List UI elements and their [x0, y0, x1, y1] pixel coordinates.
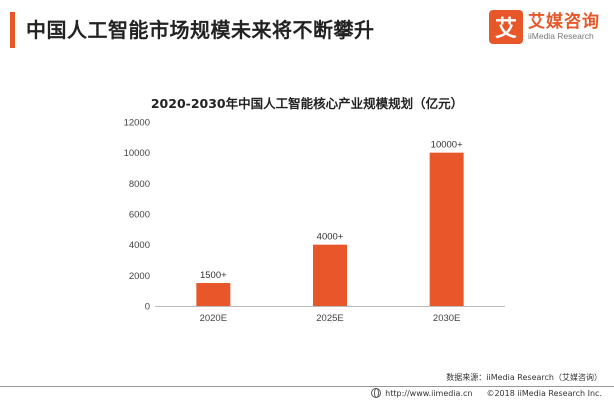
bar-2030E [429, 152, 464, 306]
y-tick-label: 2000 [129, 271, 150, 282]
chart-title: 2020-2030年中国人工智能核心产业规模规划（亿元） [150, 96, 464, 111]
globe-icon [371, 388, 382, 398]
logo-subtitle: iiMedia Research [528, 30, 594, 41]
footer-copyright: ©2018 iiMedia Research Inc. [486, 388, 602, 398]
bar-2025E [313, 244, 347, 306]
data-label: 4000+ [317, 232, 344, 243]
data-label: 1500+ [200, 270, 227, 281]
y-tick-label: 12000 [124, 118, 150, 129]
footer: http://www.iimedia.cn ©2018 iiMedia Rese… [371, 388, 602, 398]
logo-mark-icon: 艾 [489, 10, 523, 44]
y-tick-label: 4000 [129, 240, 150, 251]
y-tick-label: 0 [145, 302, 150, 313]
page-title: 中国人工智能市场规模未来将不断攀升 [26, 18, 375, 42]
logo-name: 艾媒咨询 [528, 11, 600, 32]
y-tick-label: 10000 [124, 148, 150, 159]
y-tick-label: 6000 [129, 210, 150, 221]
data-source: 数据来源：iiMedia Research（艾媒咨询） [446, 373, 602, 382]
data-label: 10000+ [431, 140, 463, 151]
footer-divider [0, 386, 614, 387]
x-tick-label: 2025E [316, 313, 343, 324]
x-tick-label: 2030E [433, 313, 460, 324]
bar-2020E [196, 283, 231, 306]
title-accent-bar [10, 12, 15, 48]
x-tick-label: 2020E [200, 313, 227, 324]
logo-text: 艾媒咨询 iiMedia Research [528, 13, 600, 41]
y-tick-label: 8000 [129, 179, 150, 190]
footer-url[interactable]: http://www.iimedia.cn [385, 388, 473, 398]
brand-logo: 艾 艾媒咨询 iiMedia Research [489, 10, 600, 44]
